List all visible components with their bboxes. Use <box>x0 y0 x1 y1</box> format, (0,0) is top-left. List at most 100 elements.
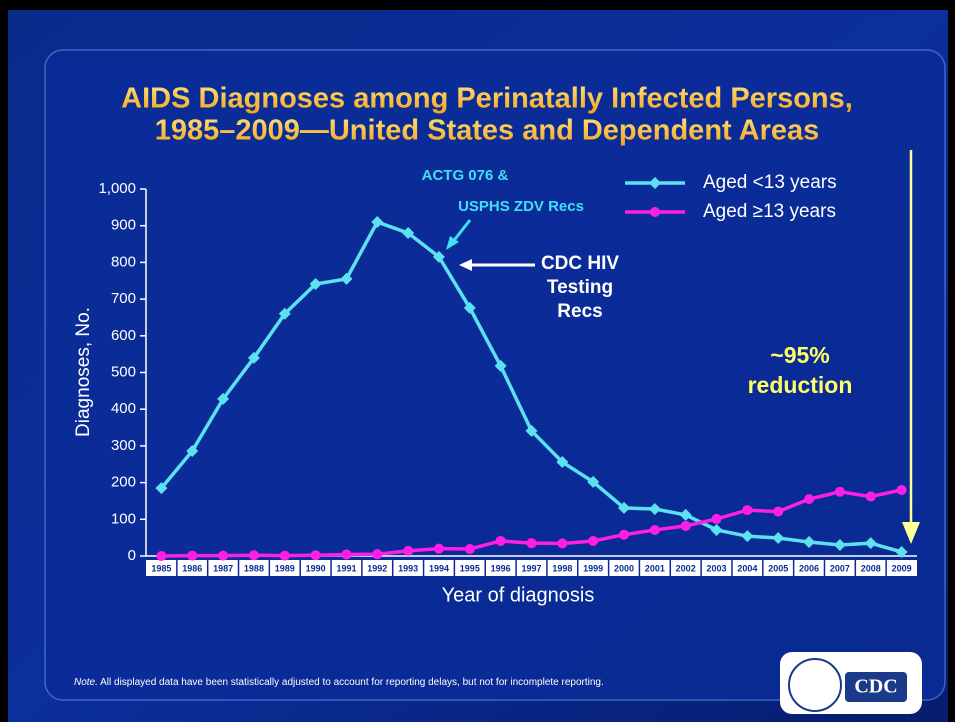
chart-title: 1985–2009—United States and Dependent Ar… <box>155 115 820 147</box>
marker <box>402 227 415 240</box>
x-tick-label: 1997 <box>521 563 541 573</box>
y-tick-label: 200 <box>111 474 136 491</box>
x-tick-label: 2002 <box>676 563 696 573</box>
marker <box>464 544 475 555</box>
marker <box>896 484 907 495</box>
x-tick-label: 2000 <box>614 563 634 573</box>
marker <box>834 486 845 497</box>
x-tick-label: 1988 <box>244 563 264 573</box>
arrow <box>450 219 472 244</box>
legend-label: Aged ≥13 years <box>703 201 836 222</box>
y-tick-label: 700 <box>111 290 136 307</box>
x-tick-label: 1990 <box>306 563 326 573</box>
x-tick-label: 1993 <box>398 563 418 573</box>
marker <box>248 550 259 561</box>
logo-text: CDC <box>854 676 897 698</box>
marker <box>310 550 321 561</box>
marker <box>711 513 722 524</box>
marker <box>649 177 661 189</box>
annotation: reduction <box>748 372 853 398</box>
marker <box>588 535 599 546</box>
x-tick-label: 1998 <box>552 563 572 573</box>
marker <box>218 550 229 561</box>
marker <box>433 543 444 554</box>
marker <box>247 351 260 364</box>
marker <box>217 392 230 405</box>
marker <box>279 550 290 561</box>
x-tick-label: 1991 <box>336 563 356 573</box>
marker <box>804 494 815 505</box>
arrowhead <box>459 259 472 271</box>
arrowhead <box>902 522 920 544</box>
annotation: CDC HIV <box>541 253 619 274</box>
marker <box>403 545 414 556</box>
marker <box>372 549 383 560</box>
marker <box>649 524 660 535</box>
marker <box>495 535 506 546</box>
x-tick-label: 2004 <box>737 563 757 573</box>
marker <box>619 529 630 540</box>
marker <box>186 445 199 458</box>
marker <box>618 501 631 514</box>
marker <box>371 216 384 229</box>
marker <box>432 250 445 263</box>
y-tick-label: 900 <box>111 217 136 234</box>
marker <box>741 530 754 543</box>
x-tick-label: 2001 <box>645 563 665 573</box>
marker <box>895 545 908 558</box>
x-tick-label: 1996 <box>491 563 511 573</box>
y-tick-label: 300 <box>111 437 136 454</box>
marker <box>679 508 692 521</box>
marker <box>526 538 537 549</box>
arrowhead <box>446 236 459 250</box>
footnote-text: All displayed data have been statistical… <box>98 677 604 688</box>
marker <box>556 456 569 469</box>
x-label-strip <box>146 560 917 576</box>
x-tick-label: 1985 <box>151 563 171 573</box>
marker <box>278 307 291 320</box>
annotation: USPHS ZDV Recs <box>458 198 584 215</box>
y-tick-label: 1,000 <box>98 180 136 197</box>
marker <box>341 549 352 560</box>
marker <box>155 482 168 495</box>
marker <box>557 538 568 549</box>
panel <box>44 49 946 701</box>
annotation: Testing <box>547 277 613 298</box>
marker <box>494 359 507 372</box>
y-tick-label: 400 <box>111 400 136 417</box>
y-tick-label: 800 <box>111 253 136 270</box>
x-tick-label: 1989 <box>275 563 295 573</box>
x-tick-label: 2003 <box>707 563 727 573</box>
marker <box>156 551 167 561</box>
x-tick-label: 1986 <box>182 563 202 573</box>
x-axis-label: Year of diagnosis <box>442 584 595 606</box>
marker <box>833 538 846 551</box>
marker <box>865 491 876 502</box>
x-tick-label: 2005 <box>768 563 788 573</box>
marker <box>742 505 753 516</box>
footnote-label: Note. <box>74 677 98 688</box>
y-tick-label: 0 <box>128 547 136 564</box>
chart-title: AIDS Diagnoses among Perinatally Infecte… <box>121 83 853 115</box>
y-axis-label: Diagnoses, No. <box>73 307 94 437</box>
marker <box>340 272 353 285</box>
annotation: ACTG 076 & <box>422 167 509 184</box>
marker <box>587 475 600 488</box>
marker <box>463 301 476 314</box>
footnote: Note. All displayed data have been stati… <box>74 677 604 688</box>
marker <box>650 207 660 217</box>
x-tick-label: 1987 <box>213 563 233 573</box>
logo-badge <box>845 672 907 702</box>
x-tick-label: 2008 <box>861 563 881 573</box>
x-tick-label: 1992 <box>367 563 387 573</box>
marker <box>680 520 691 531</box>
marker <box>648 503 661 516</box>
y-tick-label: 500 <box>111 363 136 380</box>
y-tick-label: 600 <box>111 327 136 344</box>
x-tick-label: 2007 <box>830 563 850 573</box>
y-tick-label: 100 <box>111 510 136 527</box>
marker <box>710 523 723 536</box>
marker <box>803 536 816 549</box>
marker <box>525 424 538 437</box>
logo-seal <box>788 658 842 712</box>
